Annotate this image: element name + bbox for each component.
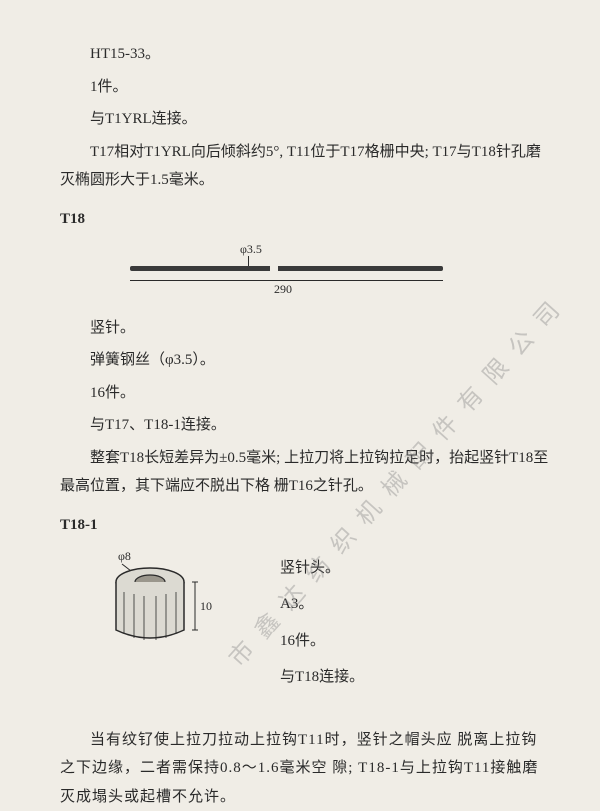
rod-left-segment <box>130 266 270 271</box>
rod-tick <box>248 256 249 266</box>
t18-desc-2: 弹簧钢丝（φ3.5）。 <box>60 346 550 375</box>
t18-1-section-label: T18-1 <box>60 517 550 534</box>
cylinder-diameter-label: φ8 <box>118 549 131 563</box>
t18-desc-4: 与T17、T18-1连接。 <box>60 411 550 440</box>
intro-line-3: 与T1YRL连接。 <box>60 105 550 134</box>
t18-1-cylinder-diagram: φ8 10 <box>100 548 240 663</box>
intro-line-2: 1件。 <box>60 73 550 102</box>
rod-diameter-label: φ3.5 <box>240 242 262 257</box>
t18-desc-1: 竖针。 <box>60 314 550 343</box>
t18-section-label: T18 <box>60 211 550 228</box>
footer-para: 当有纹钌使上拉刀拉动上拉钩T11时，竖针之帽头应 脱离上拉钩之下边缘，二者需保持… <box>60 726 550 811</box>
rod-right-segment <box>278 266 443 271</box>
t18-desc-5: 整套T18长短差异为±0.5毫米; 上拉刀将上拉钩拉足时，抬起竖针T18至最高位… <box>60 444 550 501</box>
intro-line-4: T17相对T1YRL向后倾斜约5°, T11位于T17格栅中央; T17与T18… <box>60 138 550 195</box>
rod-length-label: 290 <box>270 282 296 297</box>
cylinder-height-label: 10 <box>200 599 212 613</box>
t18-rod-diagram: φ3.5 290 <box>60 242 550 300</box>
t18-1-desc-3: 16件。 <box>280 627 550 656</box>
intro-line-1: HT15-33。 <box>60 40 550 69</box>
t18-desc-3: 16件。 <box>60 379 550 408</box>
t18-1-desc-4: 与T18连接。 <box>280 663 550 692</box>
t18-1-desc-1: 竖针头。 <box>280 554 550 583</box>
rod-dimension-line <box>130 280 443 281</box>
t18-1-desc-2: A3。 <box>280 590 550 619</box>
